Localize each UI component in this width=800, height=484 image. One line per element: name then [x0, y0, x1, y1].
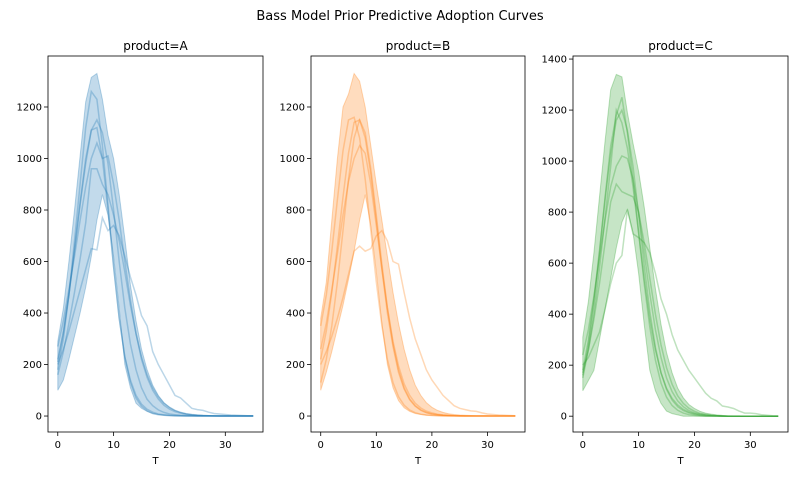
y-tick-label: 0 — [36, 412, 42, 423]
x-tick-label: 30 — [744, 440, 757, 451]
y-tick-label: 0 — [299, 412, 305, 423]
y-tick-label: 800 — [23, 206, 42, 217]
sample-line-1 — [57, 89, 254, 417]
x-tick-label: 10 — [107, 440, 120, 451]
y-tick-label: 600 — [548, 259, 567, 270]
x-tick-label: 20 — [163, 440, 176, 451]
y-tick-label: 400 — [23, 309, 42, 320]
x-tick-label: 30 — [481, 440, 494, 451]
credible-band — [320, 72, 516, 417]
x-tick-label: 30 — [219, 440, 232, 451]
y-tick-label: 1200 — [280, 102, 305, 113]
subplot-1: 0 10 20 30 0 200 400 600 800 1000 1200 product=B T — [280, 39, 526, 467]
sample-line-0 — [582, 108, 779, 417]
y-tick-label: 1400 — [542, 55, 567, 66]
axes-frame — [47, 55, 264, 433]
sample-line-5 — [582, 97, 779, 417]
y-tick-label: 1000 — [542, 157, 567, 168]
y-tick-label: 1200 — [542, 106, 567, 117]
axes-frame — [310, 55, 526, 433]
sample-line-2 — [320, 229, 516, 417]
sample-line-3 — [319, 117, 516, 417]
y-tick-label: 800 — [548, 208, 567, 219]
y-tick-label: 600 — [286, 257, 305, 268]
y-tick-label: 800 — [286, 206, 305, 217]
y-tick-label: 400 — [548, 310, 567, 321]
subplot-title: product=C — [648, 39, 713, 53]
x-axis-label: T — [676, 456, 684, 467]
x-tick-label: 20 — [688, 440, 701, 451]
x-axis-label: T — [151, 456, 159, 467]
sample-line-4 — [319, 144, 516, 417]
sample-line-1 — [582, 107, 779, 417]
x-tick-label: 10 — [632, 440, 645, 451]
credible-band — [57, 72, 254, 417]
subplot-2: 0 10 20 30 0 200 400 600 800 1000 1200 1400 product=… — [542, 39, 789, 467]
axes-frame — [572, 55, 789, 433]
y-tick-label: 1200 — [17, 102, 42, 113]
x-tick-label: 0 — [580, 440, 586, 451]
sample-line-2 — [57, 215, 254, 417]
y-tick-label: 200 — [286, 360, 305, 371]
sample-line-0 — [57, 118, 254, 417]
sample-line-4 — [57, 140, 254, 417]
sample-line-0 — [319, 118, 516, 417]
subplot-0: 0 10 20 30 0 200 400 600 800 1000 1200 product=A T — [17, 39, 264, 467]
subplot-title: product=A — [123, 39, 188, 53]
sample-line-4 — [582, 182, 779, 417]
y-tick-label: 1000 — [280, 154, 305, 165]
subplot-title: product=B — [386, 39, 450, 53]
y-tick-label: 200 — [23, 360, 42, 371]
sample-line-3 — [57, 168, 254, 417]
figure-title: Bass Model Prior Predictive Adoption Cur… — [256, 9, 543, 24]
y-tick-label: 200 — [548, 361, 567, 372]
x-axis-label: T — [414, 456, 422, 467]
y-tick-label: 400 — [286, 309, 305, 320]
y-tick-label: 0 — [561, 412, 567, 423]
y-tick-label: 1000 — [17, 154, 42, 165]
sample-line-2 — [582, 209, 779, 417]
x-tick-label: 0 — [318, 440, 324, 451]
sample-line-3 — [582, 155, 779, 417]
x-tick-label: 0 — [55, 440, 61, 451]
x-tick-label: 20 — [426, 440, 439, 451]
sample-line-1 — [319, 116, 516, 417]
x-tick-label: 10 — [370, 440, 383, 451]
sample-line-5 — [57, 126, 254, 417]
credible-band — [582, 73, 779, 417]
y-tick-label: 600 — [23, 257, 42, 268]
